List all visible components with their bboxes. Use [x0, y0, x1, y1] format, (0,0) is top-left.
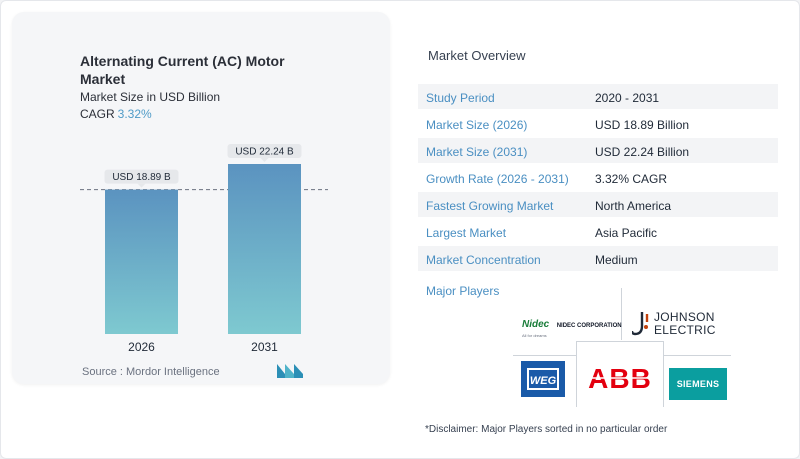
- cagr-label: CAGR: [80, 107, 115, 121]
- overview-row: Fastest Growing Market North America: [418, 192, 778, 218]
- chart-subtitle: Market Size in USD Billion: [80, 90, 221, 104]
- overview-row: Market Size (2026) USD 18.89 Billion: [418, 111, 778, 137]
- logo-divider: [663, 355, 731, 356]
- overview-row: Growth Rate (2026 - 2031) 3.32% CAGR: [418, 165, 778, 191]
- overview-row: Market Concentration Medium: [418, 246, 778, 272]
- overview-row-label: Market Size (2031): [426, 145, 528, 159]
- category-label: 2026: [128, 340, 155, 354]
- cagr-value: 3.32%: [117, 107, 152, 121]
- nidec-wordmark: Nidec: [522, 319, 550, 330]
- overview-title: Market Overview: [428, 48, 526, 63]
- major-players-title: Major Players: [426, 284, 500, 298]
- overview-row-value: 2020 - 2031: [595, 91, 660, 105]
- chart-card: [12, 12, 390, 384]
- bar-2026: [105, 189, 178, 334]
- overview-row: Largest Market Asia Pacific: [418, 219, 778, 245]
- overview-row-label: Study Period: [426, 91, 495, 105]
- nidec-tagline: All for dreams: [522, 333, 547, 338]
- mordor-intelligence-logo: [277, 364, 303, 378]
- johnson-line1: JOHNSON: [654, 310, 715, 324]
- johnson-line2: ELECTRIC: [654, 323, 716, 337]
- logo-divider: [576, 341, 664, 342]
- overview-row: Market Size (2031) USD 22.24 Billion: [418, 138, 778, 164]
- data-label-pointer: [260, 158, 269, 162]
- category-label: 2031: [251, 340, 278, 354]
- overview-row-label: Market Size (2026): [426, 118, 528, 132]
- overview-row-value: North America: [595, 199, 672, 213]
- logo-divider: [513, 355, 577, 356]
- chart-title: Alternating Current (AC) Motor Market: [80, 53, 285, 87]
- overview-row-label: Largest Market: [426, 226, 507, 240]
- overview-row-label: Fastest Growing Market: [426, 199, 554, 213]
- logo-divider: [663, 341, 664, 407]
- data-label-box: [227, 144, 302, 158]
- siemens-logo: SIEMENS: [669, 368, 727, 400]
- data-label-box: [104, 169, 179, 184]
- logo-divider: [621, 288, 622, 340]
- logo-divider: [576, 341, 577, 407]
- data-label: USD 22.24 B: [235, 147, 294, 158]
- source-note: Source : Mordor Intelligence: [82, 366, 220, 378]
- overview-row-value: Medium: [595, 253, 638, 267]
- johnson-mark-icon: [632, 312, 649, 336]
- overview-row-label: Market Concentration: [426, 253, 541, 267]
- overview-row-value: USD 22.24 Billion: [595, 145, 690, 159]
- nidec-corporation-text: NIDEC CORPORATION: [556, 323, 622, 329]
- weg-mark-icon: WEG: [527, 368, 559, 390]
- data-label: USD 18.89 B: [112, 172, 171, 183]
- cagr-line: CAGR 3.32%: [80, 107, 152, 121]
- weg-logo: WEG: [521, 361, 565, 397]
- overview-row: Study Period 2020 - 2031: [418, 84, 778, 110]
- bar-2031: [228, 164, 301, 334]
- overview-row-label: Growth Rate (2026 - 2031): [426, 172, 569, 186]
- weg-wordmark: WEG: [530, 375, 557, 387]
- disclaimer: *Disclaimer: Major Players sorted in no …: [425, 424, 668, 435]
- overview-row-value: Asia Pacific: [595, 226, 658, 240]
- abb-logo: ABB: [585, 364, 655, 392]
- overview-row-value: 3.32% CAGR: [595, 172, 668, 186]
- overview-row-value: USD 18.89 Billion: [595, 118, 690, 132]
- nidec-logo: Nidec NIDEC CORPORATION All for dreams: [522, 314, 622, 338]
- data-label-pointer: [137, 183, 146, 188]
